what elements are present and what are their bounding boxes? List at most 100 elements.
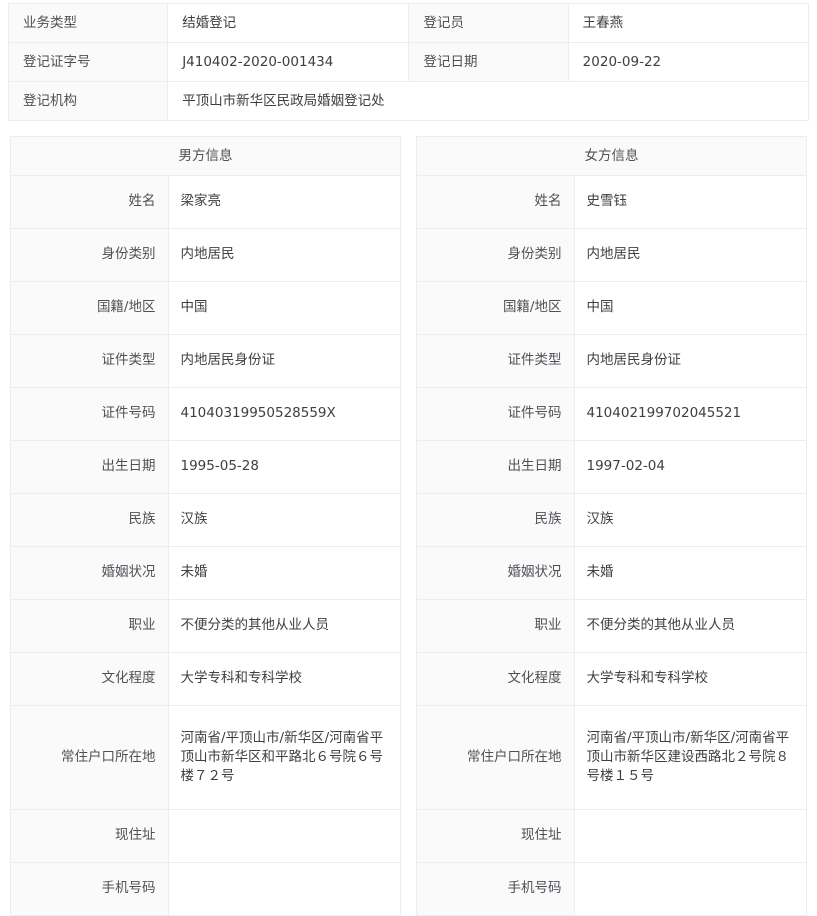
table-row: 出生日期 1995-05-28 (11, 440, 401, 494)
male-label-current-address: 现住址 (11, 809, 169, 863)
table-row: 婚姻状况 未婚 (417, 546, 807, 600)
female-value-id-number: 410402199702045521 (574, 387, 807, 441)
female-value-identity-category: 内地居民 (574, 228, 807, 282)
female-value-mobile-number (574, 862, 807, 916)
male-value-marital-status: 未婚 (168, 546, 401, 600)
male-label-marital-status: 婚姻状况 (11, 546, 169, 600)
female-value-marital-status: 未婚 (574, 546, 807, 600)
female-label-id-type: 证件类型 (417, 334, 575, 388)
male-label-occupation: 职业 (11, 599, 169, 653)
male-label-nationality-region: 国籍/地区 (11, 281, 169, 335)
male-label-mobile-number: 手机号码 (11, 862, 169, 916)
table-row: 文化程度 大学专科和专科学校 (417, 652, 807, 706)
table-row: 职业 不便分类的其他从业人员 (11, 599, 401, 653)
female-value-ethnicity: 汉族 (574, 493, 807, 547)
table-row: 手机号码 (417, 862, 807, 916)
table-row: 国籍/地区 中国 (417, 281, 807, 335)
summary-value-certificate-number: J410402-2020-001434 (167, 42, 410, 82)
female-value-current-address (574, 809, 807, 863)
male-value-mobile-number (168, 862, 401, 916)
male-panel-title: 男方信息 (11, 137, 401, 176)
table-row: 姓名 史雪钰 (417, 176, 807, 229)
table-row: 姓名 梁家亮 (11, 176, 401, 229)
summary-value-registrar: 王春燕 (568, 3, 810, 43)
male-label-education-level: 文化程度 (11, 652, 169, 706)
registration-summary-table: 业务类型 结婚登记 登记员 王春燕 登记证字号 J410402-2020-001… (8, 3, 810, 121)
table-row: 登记证字号 J410402-2020-001434 登记日期 2020-09-2… (8, 42, 810, 82)
male-value-ethnicity: 汉族 (168, 493, 401, 547)
summary-table-body: 业务类型 结婚登记 登记员 王春燕 登记证字号 J410402-2020-001… (8, 3, 810, 121)
table-row: 常住户口所在地 河南省/平顶山市/新华区/河南省平顶山市新华区建设西路北２号院８号… (417, 705, 807, 810)
male-value-id-type: 内地居民身份证 (168, 334, 401, 388)
female-value-name: 史雪钰 (574, 176, 807, 229)
summary-label-registrar: 登记员 (408, 3, 569, 43)
female-label-identity-category: 身份类别 (417, 228, 575, 282)
male-value-name: 梁家亮 (168, 176, 401, 229)
female-label-birth-date: 出生日期 (417, 440, 575, 494)
table-row: 文化程度 大学专科和专科学校 (11, 652, 401, 706)
summary-label-registration-office: 登记机构 (8, 81, 169, 121)
table-row: 婚姻状况 未婚 (11, 546, 401, 600)
table-row: 身份类别 内地居民 (11, 228, 401, 282)
table-row: 登记机构 平顶山市新华区民政局婚姻登记处 (8, 81, 809, 121)
table-row: 证件号码 41040319950528559X (11, 387, 401, 441)
female-value-registered-residence: 河南省/平顶山市/新华区/河南省平顶山市新华区建设西路北２号院８号楼１５号 (574, 705, 807, 810)
female-label-education-level: 文化程度 (417, 652, 575, 706)
summary-label-registration-date: 登记日期 (408, 42, 569, 82)
male-label-ethnicity: 民族 (11, 493, 169, 547)
male-label-identity-category: 身份类别 (11, 228, 169, 282)
female-label-id-number: 证件号码 (417, 387, 575, 441)
female-info-table: 姓名 史雪钰 身份类别 内地居民 国籍/地区 中国 证件类型 内地居民身份证 证件号码 41040… (417, 176, 807, 916)
male-value-education-level: 大学专科和专科学校 (168, 652, 401, 706)
female-label-ethnicity: 民族 (417, 493, 575, 547)
female-label-marital-status: 婚姻状况 (417, 546, 575, 600)
summary-value-registration-office: 平顶山市新华区民政局婚姻登记处 (167, 81, 809, 121)
table-row: 民族 汉族 (11, 493, 401, 547)
female-label-registered-residence: 常住户口所在地 (417, 705, 575, 810)
female-label-current-address: 现住址 (417, 809, 575, 863)
female-value-id-type: 内地居民身份证 (574, 334, 807, 388)
table-row: 手机号码 (11, 862, 401, 916)
female-panel-title: 女方信息 (417, 137, 807, 176)
male-info-panel: 男方信息 姓名 梁家亮 身份类别 内地居民 国籍/地区 中国 证件类型 内地居民身份证 证件号码… (10, 136, 401, 916)
summary-label-certificate-number: 登记证字号 (8, 42, 169, 82)
male-label-name: 姓名 (11, 176, 169, 229)
male-value-identity-category: 内地居民 (168, 228, 401, 282)
male-value-birth-date: 1995-05-28 (168, 440, 401, 494)
male-value-registered-residence: 河南省/平顶山市/新华区/河南省平顶山市新华区和平路北６号院６号楼７２号 (168, 705, 401, 810)
table-row: 常住户口所在地 河南省/平顶山市/新华区/河南省平顶山市新华区和平路北６号院６号楼… (11, 705, 401, 810)
table-row: 证件号码 410402199702045521 (417, 387, 807, 441)
male-value-id-number: 41040319950528559X (168, 387, 401, 441)
table-row: 身份类别 内地居民 (417, 228, 807, 282)
person-panels: 男方信息 姓名 梁家亮 身份类别 内地居民 国籍/地区 中国 证件类型 内地居民身份证 证件号码… (10, 136, 807, 916)
summary-value-registration-date: 2020-09-22 (568, 42, 810, 82)
female-value-occupation: 不便分类的其他从业人员 (574, 599, 807, 653)
female-label-name: 姓名 (417, 176, 575, 229)
table-row: 民族 汉族 (417, 493, 807, 547)
male-label-id-type: 证件类型 (11, 334, 169, 388)
female-table-body: 姓名 史雪钰 身份类别 内地居民 国籍/地区 中国 证件类型 内地居民身份证 证件号码 41040… (417, 176, 807, 916)
table-row: 国籍/地区 中国 (11, 281, 401, 335)
female-value-education-level: 大学专科和专科学校 (574, 652, 807, 706)
table-row: 出生日期 1997-02-04 (417, 440, 807, 494)
male-value-current-address (168, 809, 401, 863)
female-label-occupation: 职业 (417, 599, 575, 653)
summary-value-business-type: 结婚登记 (167, 3, 410, 43)
table-row: 业务类型 结婚登记 登记员 王春燕 (8, 3, 810, 43)
male-label-id-number: 证件号码 (11, 387, 169, 441)
female-info-panel: 女方信息 姓名 史雪钰 身份类别 内地居民 国籍/地区 中国 证件类型 内地居民身份证 证件号码… (416, 136, 807, 916)
table-row: 证件类型 内地居民身份证 (417, 334, 807, 388)
table-row: 职业 不便分类的其他从业人员 (417, 599, 807, 653)
male-label-registered-residence: 常住户口所在地 (11, 705, 169, 810)
summary-label-business-type: 业务类型 (8, 3, 169, 43)
female-label-nationality-region: 国籍/地区 (417, 281, 575, 335)
table-row: 现住址 (11, 809, 401, 863)
male-info-table: 姓名 梁家亮 身份类别 内地居民 国籍/地区 中国 证件类型 内地居民身份证 证件号码 41040… (11, 176, 401, 916)
female-value-birth-date: 1997-02-04 (574, 440, 807, 494)
male-value-occupation: 不便分类的其他从业人员 (168, 599, 401, 653)
female-label-mobile-number: 手机号码 (417, 862, 575, 916)
table-row: 现住址 (417, 809, 807, 863)
female-value-nationality-region: 中国 (574, 281, 807, 335)
table-row: 证件类型 内地居民身份证 (11, 334, 401, 388)
male-table-body: 姓名 梁家亮 身份类别 内地居民 国籍/地区 中国 证件类型 内地居民身份证 证件号码 41040… (11, 176, 401, 916)
